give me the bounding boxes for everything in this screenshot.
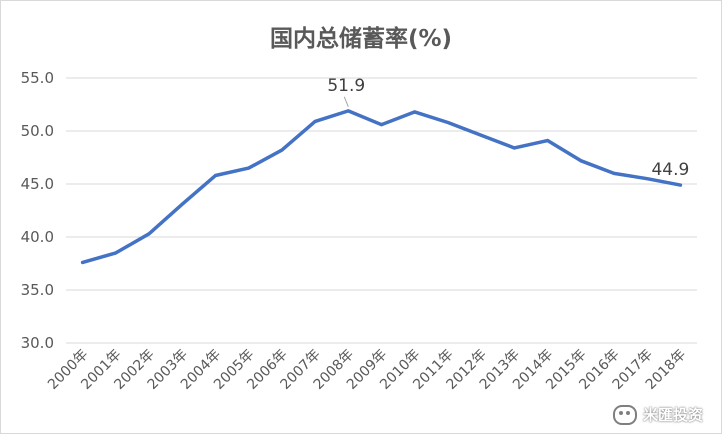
data-point <box>446 121 450 125</box>
watermark-text: 米匯投资 <box>642 406 703 424</box>
watermark: 米匯投资 <box>612 404 703 425</box>
data-point <box>247 166 251 170</box>
y-tick-label: 45.0 <box>21 175 54 193</box>
leader-line <box>343 96 349 108</box>
data-point <box>479 133 483 137</box>
data-point <box>512 146 516 150</box>
data-point <box>346 109 350 113</box>
y-tick-label: 35.0 <box>21 281 54 299</box>
data-point <box>213 174 217 178</box>
data-point <box>180 202 184 206</box>
wechat-icon <box>612 404 637 425</box>
data-point <box>380 123 383 127</box>
data-point <box>413 110 417 114</box>
data-point <box>678 183 682 187</box>
y-tick-label: 40.0 <box>21 228 54 246</box>
data-point <box>114 251 118 255</box>
y-tick-label: 30.0 <box>21 334 54 352</box>
chart-title: 国内总储蓄率(%) <box>269 26 453 52</box>
data-point <box>579 159 583 163</box>
y-tick-label: 50.0 <box>21 122 54 140</box>
data-point <box>280 148 284 152</box>
series-line <box>80 109 683 265</box>
data-label: 51.9 <box>327 76 365 96</box>
y-tick-label: 55.0 <box>21 69 54 87</box>
data-point <box>313 119 317 123</box>
data-point <box>546 139 550 143</box>
data-point <box>81 260 85 264</box>
data-point <box>147 232 151 236</box>
data-point <box>645 177 649 181</box>
data-point <box>612 171 616 175</box>
data-label: 44.9 <box>651 160 689 180</box>
